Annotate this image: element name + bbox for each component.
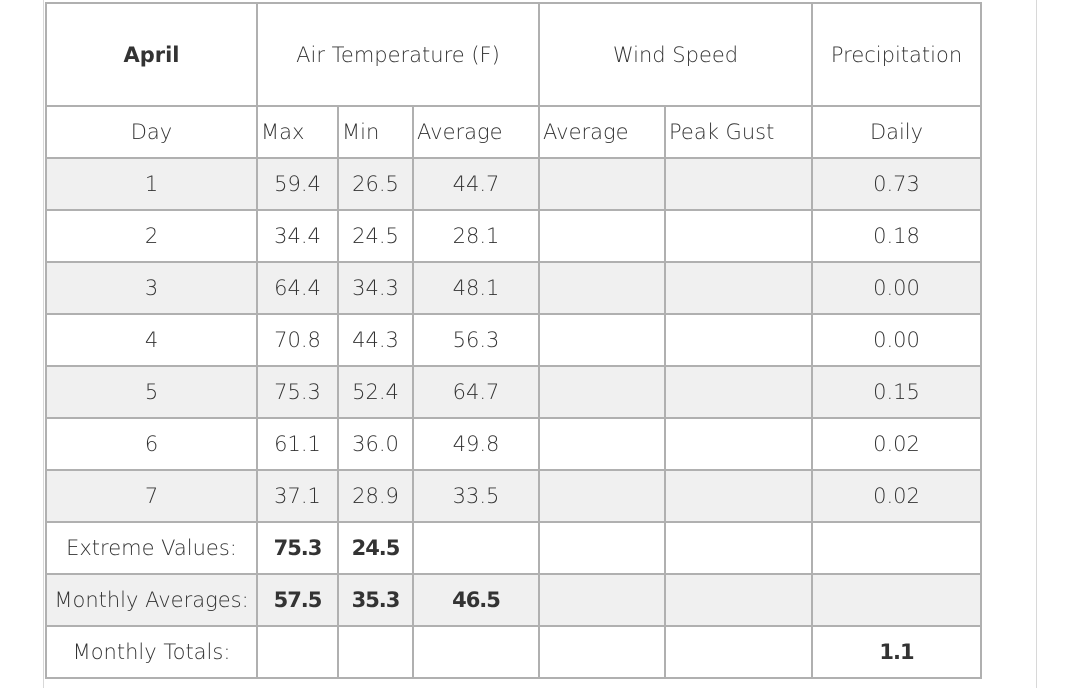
cell: 28.9 [337,469,414,523]
cell [538,261,666,315]
group-header: Wind Speed [537,2,814,107]
cell [538,209,666,263]
cell: 75.3 [256,521,339,575]
cell [663,209,814,263]
cell [538,469,666,523]
column-header-row: Day Max Min Average Average Peak Gust Da… [45,105,983,159]
data-row: 2 34.4 24.5 28.1 0.18 [45,209,983,263]
cell [663,313,814,367]
cell: 46.5 [412,573,540,627]
cell [538,521,666,575]
cell: 36.0 [337,417,414,471]
cell [538,365,666,419]
data-row: Monthly Totals: 1.1 [45,625,983,679]
cell [256,625,339,679]
cell: 0.18 [811,209,983,263]
cell [663,417,814,471]
data-row: 3 64.4 34.3 48.1 0.00 [45,261,983,315]
cell: 61.1 [256,417,339,471]
cell [663,625,814,679]
cell [663,521,814,575]
cell: 64.4 [256,261,339,315]
row-label: 3 [45,261,258,315]
cell [337,625,414,679]
cell [412,521,540,575]
cell [663,573,814,627]
group-header: Air Temperature (F) [256,2,540,107]
cell: 49.8 [412,417,540,471]
cell: 34.4 [256,209,339,263]
cell [538,417,666,471]
group-header-row: April Air Temperature (F) Wind Speed Pre… [45,2,983,107]
cell: 64.7 [412,365,540,419]
frame-line [1036,0,1037,688]
column-header: Daily [811,105,983,159]
cell: 57.5 [256,573,339,627]
data-row: Monthly Averages: 57.5 35.3 46.5 [45,573,983,627]
row-label: Monthly Totals: [45,625,258,679]
row-label: Monthly Averages: [45,573,258,627]
cell: 24.5 [337,521,414,575]
cell: 70.8 [256,313,339,367]
cell: 35.3 [337,573,414,627]
cell: 48.1 [412,261,540,315]
row-label: 6 [45,417,258,471]
cell [538,157,666,211]
cell: 56.3 [412,313,540,367]
cell [663,261,814,315]
cell: 28.1 [412,209,540,263]
cell [538,313,666,367]
cell: 44.3 [337,313,414,367]
cell: 75.3 [256,365,339,419]
cell: 0.02 [811,417,983,471]
row-label: 5 [45,365,258,419]
cell: 24.5 [337,209,414,263]
cell: 26.5 [337,157,414,211]
column-header: Day [45,105,258,159]
row-label: 4 [45,313,258,367]
data-row: 7 37.1 28.9 33.5 0.02 [45,469,983,523]
column-header: Peak Gust [663,105,814,159]
cell: 0.73 [811,157,983,211]
data-row: 1 59.4 26.5 44.7 0.73 [45,157,983,211]
data-row: Extreme Values: 75.3 24.5 [45,521,983,575]
row-label: Extreme Values: [45,521,258,575]
row-label: 7 [45,469,258,523]
cell [811,573,983,627]
cell: 0.00 [811,261,983,315]
group-header: Precipitation [811,2,983,107]
column-header: Max [256,105,339,159]
column-header: Average [538,105,666,159]
cell [811,521,983,575]
data-row: 5 75.3 52.4 64.7 0.15 [45,365,983,419]
cell: 33.5 [412,469,540,523]
cell: 44.7 [412,157,540,211]
cell: 0.02 [811,469,983,523]
data-row: 6 61.1 36.0 49.8 0.02 [45,417,983,471]
row-label: 2 [45,209,258,263]
cell: 1.1 [811,625,983,679]
cell [663,157,814,211]
table-title: April [45,2,258,107]
row-label: 1 [45,157,258,211]
data-row: 4 70.8 44.3 56.3 0.00 [45,313,983,367]
cell [663,365,814,419]
weather-table: April Air Temperature (F) Wind Speed Pre… [45,2,983,679]
frame-line [43,0,44,688]
cell [538,573,666,627]
cell: 0.00 [811,313,983,367]
cell: 59.4 [256,157,339,211]
cell: 52.4 [337,365,414,419]
cell: 34.3 [337,261,414,315]
cell [538,625,666,679]
cell [412,625,540,679]
column-header: Min [337,105,414,159]
column-header: Average [412,105,540,159]
cell: 0.15 [811,365,983,419]
cell: 37.1 [256,469,339,523]
cell [663,469,814,523]
